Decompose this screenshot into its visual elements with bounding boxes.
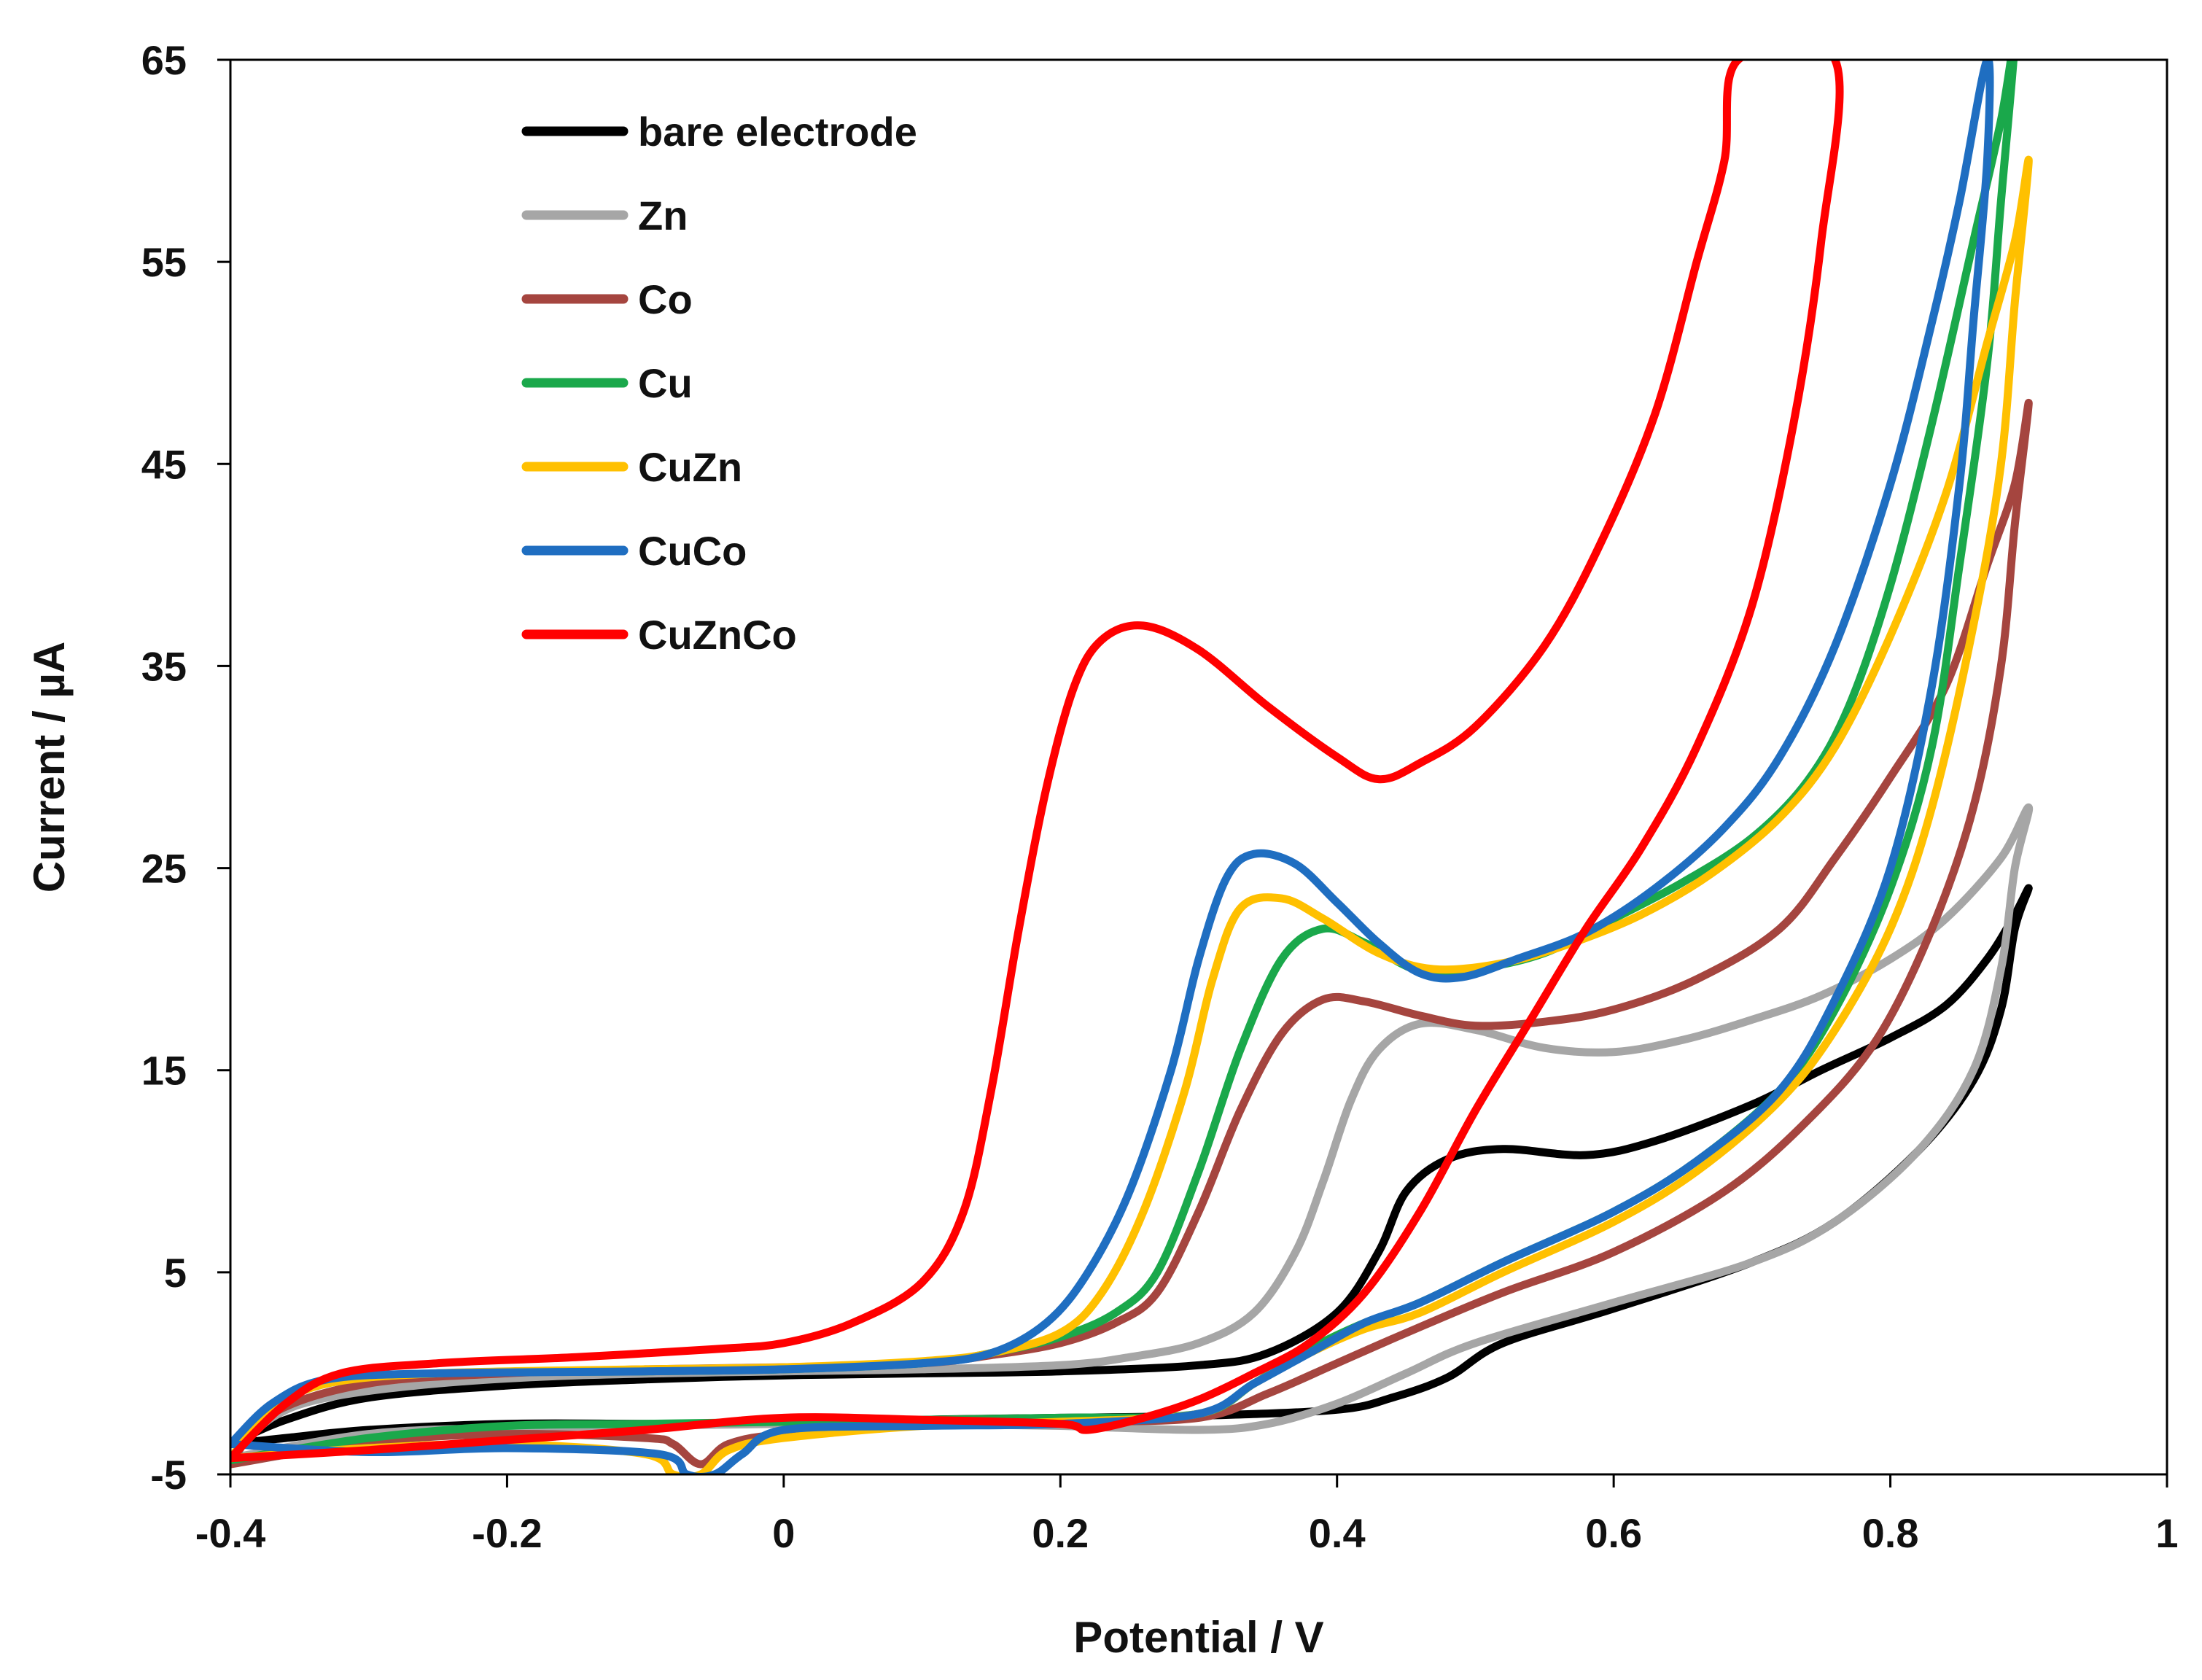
legend: bare electrode Zn Co Cu CuZn CuCo CuZnCo xyxy=(521,109,917,658)
x-tick-label: 0.2 xyxy=(1032,1510,1089,1556)
y-tick-label: 55 xyxy=(141,239,187,285)
y-tick-label: 25 xyxy=(141,846,187,892)
x-tick-label: -0.4 xyxy=(195,1510,266,1556)
x-tick-label: 1 xyxy=(2155,1510,2178,1556)
y-tick-label: 15 xyxy=(141,1048,187,1094)
legend-label-cuznco: CuZnCo xyxy=(638,612,797,658)
plot-frame xyxy=(229,58,2168,1476)
x-tick-label: 0.6 xyxy=(1585,1510,1642,1556)
legend-label-co: Co xyxy=(638,276,693,322)
legend-label-cuzn: CuZn xyxy=(638,444,742,490)
y-tick-label: 65 xyxy=(141,37,187,83)
legend-label-cuco: CuCo xyxy=(638,528,747,574)
x-tick-label: -0.2 xyxy=(472,1510,542,1556)
y-tick-label: 45 xyxy=(141,441,187,487)
x-axis: -0.4 -0.2 0 0.2 0.4 0.6 0.8 1 xyxy=(195,1474,2179,1556)
x-tick-label: 0 xyxy=(772,1510,795,1556)
y-axis-title: Current / µA xyxy=(25,642,74,893)
legend-label-zn: Zn xyxy=(638,192,688,238)
y-tick-label: 5 xyxy=(164,1250,187,1296)
x-tick-label: 0.8 xyxy=(1862,1510,1919,1556)
series-curves xyxy=(230,60,2034,1474)
x-tick-label: 0.4 xyxy=(1309,1510,1366,1556)
legend-label-cu: Cu xyxy=(638,360,693,406)
series-line-cuco xyxy=(230,60,1994,1474)
legend-label-bare-electrode: bare electrode xyxy=(638,109,917,155)
y-tick-label: -5 xyxy=(150,1452,187,1498)
x-axis-title: Potential / V xyxy=(1073,1613,1323,1662)
y-axis: -5 5 15 25 35 45 55 65 xyxy=(141,37,230,1498)
series-line-cuznco xyxy=(230,60,1844,1463)
y-tick-label: 35 xyxy=(141,643,187,689)
